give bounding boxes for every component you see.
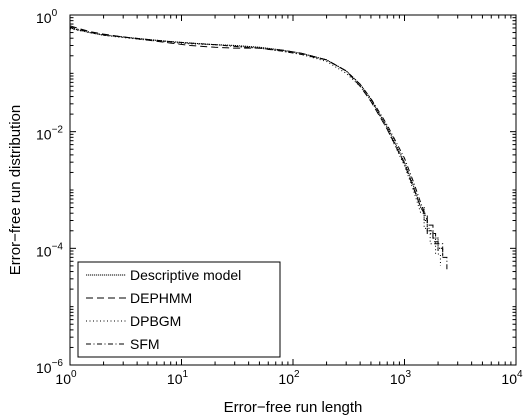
legend-label: Descriptive model xyxy=(130,267,241,283)
y-tick-label: 10−2 xyxy=(36,125,63,143)
y-axis-title: Error−free run distribution xyxy=(7,105,24,276)
x-tick-label: 100 xyxy=(55,369,77,387)
legend-box xyxy=(77,261,281,358)
y-tick-label: 100 xyxy=(36,8,58,26)
x-tick-label: 101 xyxy=(167,369,189,387)
legend-label: SFM xyxy=(130,336,160,352)
y-tick-label: 10−4 xyxy=(36,241,63,259)
x-tick-label: 104 xyxy=(501,369,523,387)
x-axis-title: Error−free run length xyxy=(224,399,363,416)
x-tick-label: 103 xyxy=(390,369,412,387)
legend-label: DPBGM xyxy=(130,313,181,329)
legend-label: DEPHMM xyxy=(130,290,192,306)
series-line-dash-dot xyxy=(69,26,448,272)
legend: Descriptive model DEPHMM DPBGM SFM xyxy=(77,261,281,358)
x-tick-label: 102 xyxy=(278,369,300,387)
y-tick-label: 10−6 xyxy=(36,358,63,376)
